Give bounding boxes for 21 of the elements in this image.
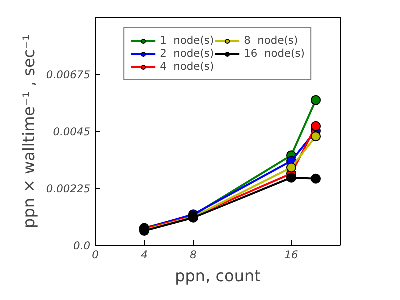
- y-tick-label: 0.00675: [46, 68, 91, 82]
- point: [311, 121, 321, 132]
- x-tick-label: 0: [92, 248, 100, 262]
- legend-label: 16 node(s): [244, 47, 305, 60]
- y-axis-title: ppn × walltime⁻¹ , sec⁻¹: [19, 34, 38, 228]
- point: [286, 172, 296, 183]
- legend-label: 8 node(s): [244, 34, 298, 47]
- point: [311, 95, 321, 106]
- y-tick-label: 0.0045: [53, 126, 91, 138]
- y-tick-label: 0.00225: [46, 182, 91, 196]
- x-tick-label: 16: [284, 248, 298, 262]
- x-tick-label: 4: [141, 248, 148, 262]
- point: [311, 132, 321, 142]
- point: [311, 174, 321, 184]
- legend-label: 4 node(s): [160, 60, 214, 73]
- point: [286, 162, 296, 173]
- y-tick-label: 0.0: [74, 240, 91, 252]
- x-axis-title: ppn, count: [175, 266, 261, 286]
- legend-label: 1 node(s): [160, 34, 214, 47]
- legend-label: 2 node(s): [160, 47, 214, 60]
- x-tick-label: 8: [190, 248, 198, 262]
